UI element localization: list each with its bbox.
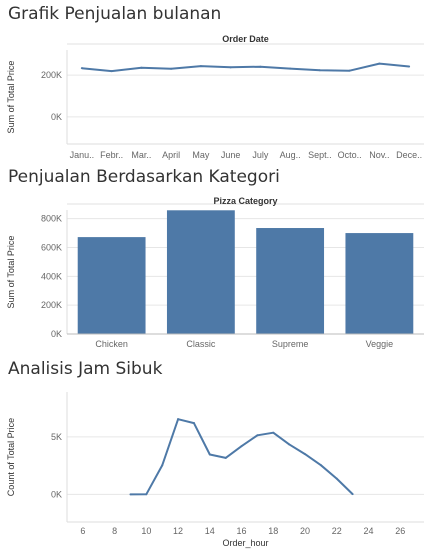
data-point [351,493,354,496]
data-point [259,65,262,68]
data-point [288,443,291,446]
data-point [229,66,232,69]
y-axis-title: Count of Total Price [6,418,16,496]
data-point [256,434,259,437]
x-tick-label: Classic [186,339,216,349]
x-tick-label: 24 [363,526,373,536]
x-tick-label: 20 [300,526,310,536]
data-point [408,65,411,68]
y-tick-label: 5K [51,432,62,442]
x-tick-label: 12 [173,526,183,536]
data-point [378,62,381,65]
data-point [304,453,306,456]
x-tick-label: Chicken [95,339,128,349]
bar-supreme [256,228,325,334]
category-sales-chart: Pizza Category 0K 200K 400K 600K 800K Chicken C… [6,196,424,349]
x-tick-label: Supreme [272,339,309,349]
data-point [289,67,292,70]
data-point [140,66,143,69]
monthly-sales-chart: Order Date 0K 200K Janu.. Febr.. Mar.. April Ma… [6,34,424,160]
monthly-sales-title: Grafik Penjualan bulanan [8,4,222,24]
data-point [318,69,321,72]
data-point [199,65,202,68]
x-tick-label: May [192,150,210,160]
data-point [80,67,83,70]
data-point [170,67,173,70]
x-axis-header: Order Date [222,34,269,44]
x-tick-label: Octo.. [338,150,362,160]
y-tick-label: 0K [51,112,62,122]
data-point [110,70,113,73]
data-point [161,464,164,467]
data-point [224,456,227,459]
x-tick-label: Veggie [366,339,394,349]
series-line [130,418,354,496]
x-tick-label: Janu.. [70,150,95,160]
y-tick-label: 600K [41,242,62,252]
x-tick-label: 16 [237,526,247,536]
data-point [348,69,351,72]
x-tick-label: 8 [112,526,117,536]
data-point [177,418,180,421]
y-tick-label: 400K [41,271,62,281]
x-tick-label: Sept.. [308,150,332,160]
data-point [272,431,275,434]
category-sales-title: Penjualan Berdasarkan Kategori [8,167,280,187]
y-tick-label: 200K [41,300,62,310]
bar-chicken [77,237,146,334]
x-tick-label: 14 [205,526,215,536]
bar-classic [166,210,235,334]
y-axis-title: Sum of Total Price [6,61,16,134]
data-point [145,493,148,496]
y-tick-label: 0K [51,489,62,499]
x-tick-label: Mar.. [131,150,151,160]
x-tick-label: Aug.. [280,150,301,160]
y-tick-label: 800K [41,214,62,224]
x-axis-header: Pizza Category [213,196,277,206]
x-tick-label: 26 [395,526,405,536]
data-point [240,445,243,448]
x-tick-label: 10 [141,526,151,536]
x-tick-label: July [252,150,269,160]
x-axis-title: Order_hour [222,538,268,548]
x-tick-label: Nov.. [369,150,389,160]
bar-veggie [345,233,414,334]
data-point [129,493,132,496]
peak-hours-chart: 0K 5K 6 8 10 12 14 16 18 20 22 24 26 Order_hour Count … [6,392,424,548]
series-line [81,62,410,73]
x-tick-label: April [162,150,180,160]
data-point [319,464,322,467]
y-tick-label: 0K [51,329,62,339]
x-tick-label: Febr.. [100,150,123,160]
peak-hours-title: Analisis Jam Sibuk [8,359,163,379]
y-axis-title: Sum of Total Price [6,236,16,309]
y-tick-label: 200K [41,70,62,80]
data-point [192,422,195,425]
x-tick-label: 6 [80,526,85,536]
x-tick-label: Dece.. [396,150,422,160]
x-tick-label: 22 [332,526,342,536]
data-point [335,477,338,480]
x-tick-label: June [221,150,241,160]
data-point [208,453,211,456]
x-tick-label: 18 [268,526,278,536]
